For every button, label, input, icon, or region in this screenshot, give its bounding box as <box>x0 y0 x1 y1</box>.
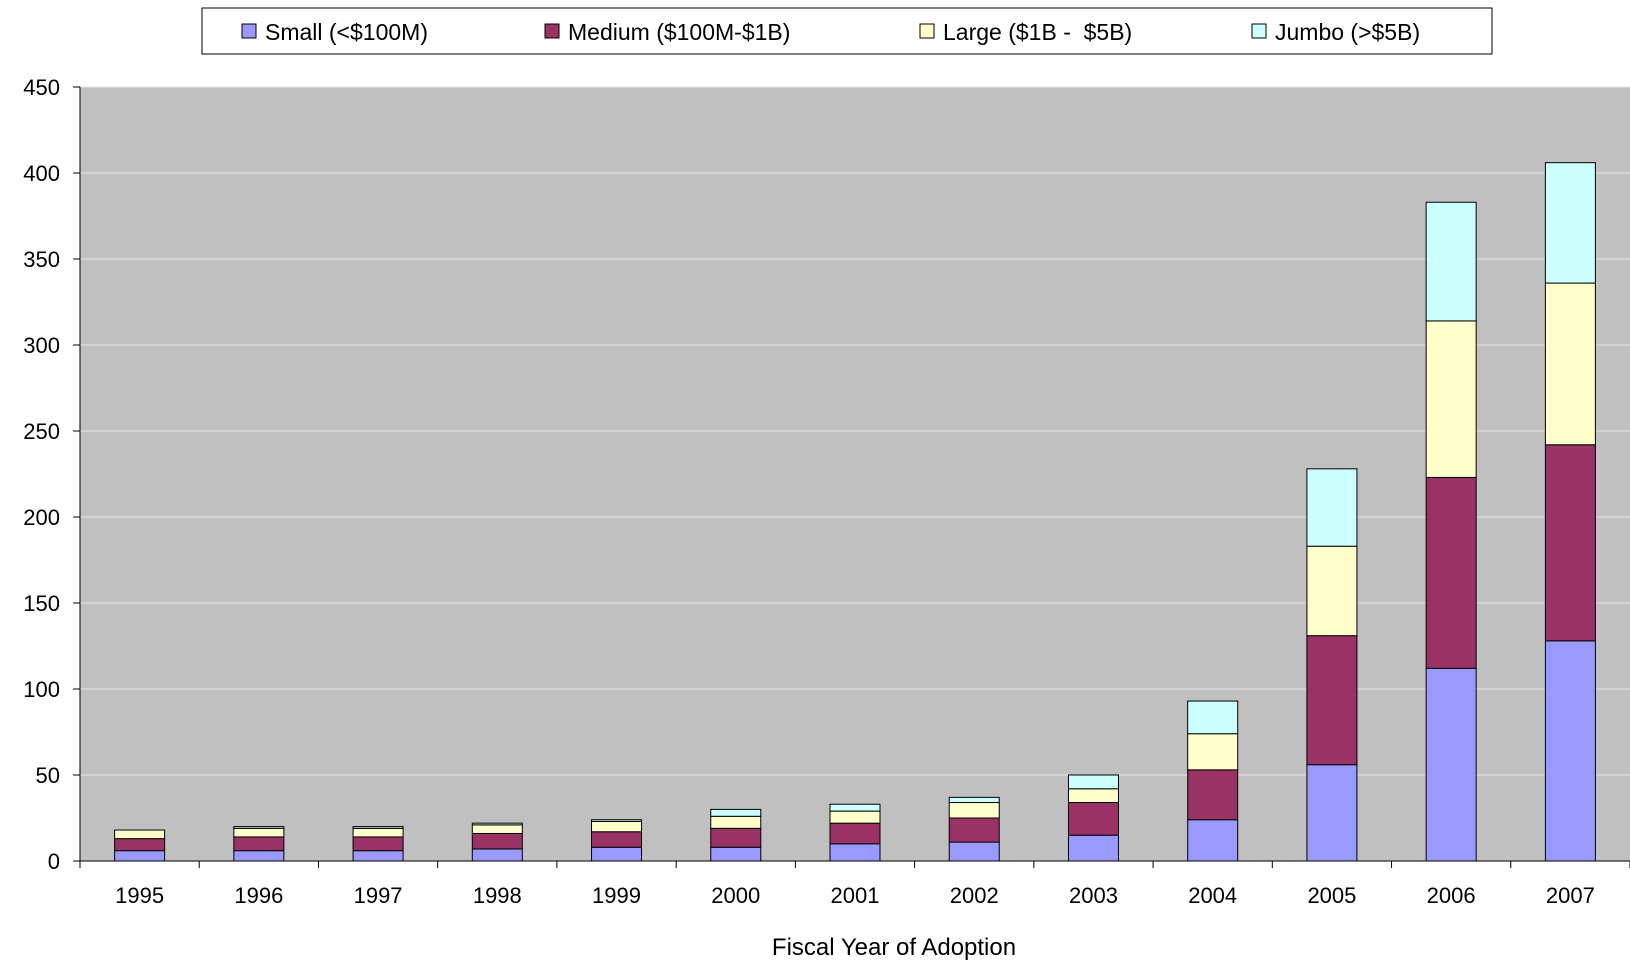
bar-segment-medium-2002 <box>948 817 1000 843</box>
bar-segment-large-2001 <box>829 810 881 824</box>
bar-segment-jumbo-2006 <box>1425 201 1477 322</box>
y-tick-label: 200 <box>23 505 60 530</box>
x-tick-label: 1998 <box>473 883 522 908</box>
bar-segment-medium-2000 <box>710 827 762 848</box>
bar-segment-large-1998 <box>471 824 523 834</box>
y-axis: 0 50 100 150 200 250 300 350 400 450 <box>23 75 80 874</box>
x-tick-label: 2006 <box>1427 883 1476 908</box>
bar-segment-medium-2003 <box>1067 802 1119 836</box>
legend-item-small: Small (<$100M) <box>241 19 428 45</box>
y-tick-label: 100 <box>23 677 60 702</box>
bar-segment-medium-2006 <box>1425 476 1477 669</box>
y-tick-label: 450 <box>23 75 60 100</box>
y-tick-label: 150 <box>23 591 60 616</box>
bar-segment-jumbo-2000 <box>710 808 762 817</box>
bar-segment-small-1996 <box>233 850 285 862</box>
bar-segment-small-1997 <box>352 850 404 862</box>
x-tick-label: 1995 <box>115 883 164 908</box>
x-tick-label: 2001 <box>831 883 880 908</box>
legend: Small (<$100M) Medium ($100M-$1B) Large … <box>201 7 1493 55</box>
bar-segment-small-2005 <box>1306 764 1358 862</box>
legend-item-jumbo: Jumbo (>$5B) <box>1251 19 1420 45</box>
x-tick-label: 2007 <box>1546 883 1595 908</box>
bar-segment-large-1997 <box>352 827 404 838</box>
bar-segment-jumbo-2003 <box>1067 774 1119 790</box>
x-tick-label: 2003 <box>1069 883 1118 908</box>
x-tick-label: 1999 <box>592 883 641 908</box>
x-tick-label: 2000 <box>711 883 760 908</box>
legend-swatch-medium <box>544 23 560 39</box>
bar-segment-small-2007 <box>1544 640 1596 862</box>
legend-label-jumbo: Jumbo (>$5B) <box>1275 19 1420 45</box>
bars <box>114 162 1596 862</box>
gridlines <box>80 86 1630 776</box>
y-tick-label: 50 <box>36 763 60 788</box>
legend-swatch-small <box>241 23 257 39</box>
x-tick-label: 2004 <box>1188 883 1237 908</box>
y-tick-label: 400 <box>23 161 60 186</box>
legend-swatch-large <box>919 23 935 39</box>
legend-label-large: Large ($1B - $5B) <box>943 19 1132 45</box>
bar-segment-jumbo-2001 <box>829 803 881 812</box>
bar-segment-medium-1997 <box>352 836 404 852</box>
bar-segment-large-1996 <box>233 827 285 838</box>
bar-segment-large-2003 <box>1067 788 1119 804</box>
bar-segment-jumbo-2007 <box>1544 162 1596 284</box>
legend-label-small: Small (<$100M) <box>265 19 428 45</box>
bar-segment-jumbo-1998 <box>471 822 523 826</box>
y-tick-label: 250 <box>23 419 60 444</box>
bar-segment-large-2002 <box>948 802 1000 819</box>
bar-segment-small-2006 <box>1425 667 1477 862</box>
bar-segment-large-2004 <box>1187 733 1239 771</box>
bar-segment-jumbo-2002 <box>948 796 1000 804</box>
bar-segment-jumbo-2005 <box>1306 468 1358 547</box>
bar-segment-jumbo-1996 <box>233 826 285 829</box>
bar-segment-medium-1999 <box>591 831 643 848</box>
bar-segment-medium-1996 <box>233 836 285 852</box>
bar-segment-medium-2004 <box>1187 769 1239 821</box>
bar-segment-small-1995 <box>114 850 166 862</box>
bar-segment-large-2006 <box>1425 320 1477 478</box>
bar-segment-large-2000 <box>710 815 762 829</box>
bar-segment-small-2002 <box>948 841 1000 862</box>
bar-segment-small-2001 <box>829 843 881 862</box>
legend-swatch-jumbo <box>1251 23 1267 39</box>
bar-segment-medium-2005 <box>1306 635 1358 766</box>
bar-segment-large-2005 <box>1306 545 1358 637</box>
y-tick-label: 300 <box>23 333 60 358</box>
x-axis-title: Fiscal Year of Adoption <box>772 934 1016 961</box>
bar-segment-medium-2007 <box>1544 444 1596 642</box>
plot-background <box>80 87 1630 861</box>
x-tick-label: 1996 <box>234 883 283 908</box>
bar-segment-large-1999 <box>591 820 643 833</box>
bar-segment-small-2004 <box>1187 819 1239 862</box>
x-axis: 1995 1996 1997 1998 1999 2000 2001 2002 2003 2004… <box>79 861 1630 908</box>
plot-area <box>79 86 1630 862</box>
bar-segment-jumbo-1999 <box>591 819 643 822</box>
bar-segment-small-1998 <box>471 848 523 862</box>
bar-segment-large-1995 <box>114 829 166 840</box>
x-tick-label: 1997 <box>354 883 403 908</box>
legend-item-large: Large ($1B - $5B) <box>919 19 1132 45</box>
bar-segment-large-2007 <box>1544 282 1596 446</box>
x-tick-label: 2005 <box>1307 883 1356 908</box>
bar-segment-small-2000 <box>710 846 762 862</box>
bar-segment-small-1999 <box>591 846 643 862</box>
y-tick-label: 0 <box>48 849 60 874</box>
x-tick-label: 2002 <box>950 883 999 908</box>
bar-segment-medium-1995 <box>114 838 166 852</box>
legend-item-medium: Medium ($100M-$1B) <box>544 19 790 45</box>
bar-segment-jumbo-2004 <box>1187 700 1239 735</box>
bar-segment-jumbo-1997 <box>352 826 404 829</box>
bar-segment-small-2003 <box>1067 834 1119 862</box>
bar-segment-medium-1998 <box>471 832 523 850</box>
y-tick-label: 350 <box>23 247 60 272</box>
bar-segment-medium-2001 <box>829 822 881 845</box>
legend-frame <box>201 7 1493 55</box>
legend-label-medium: Medium ($100M-$1B) <box>568 19 790 45</box>
